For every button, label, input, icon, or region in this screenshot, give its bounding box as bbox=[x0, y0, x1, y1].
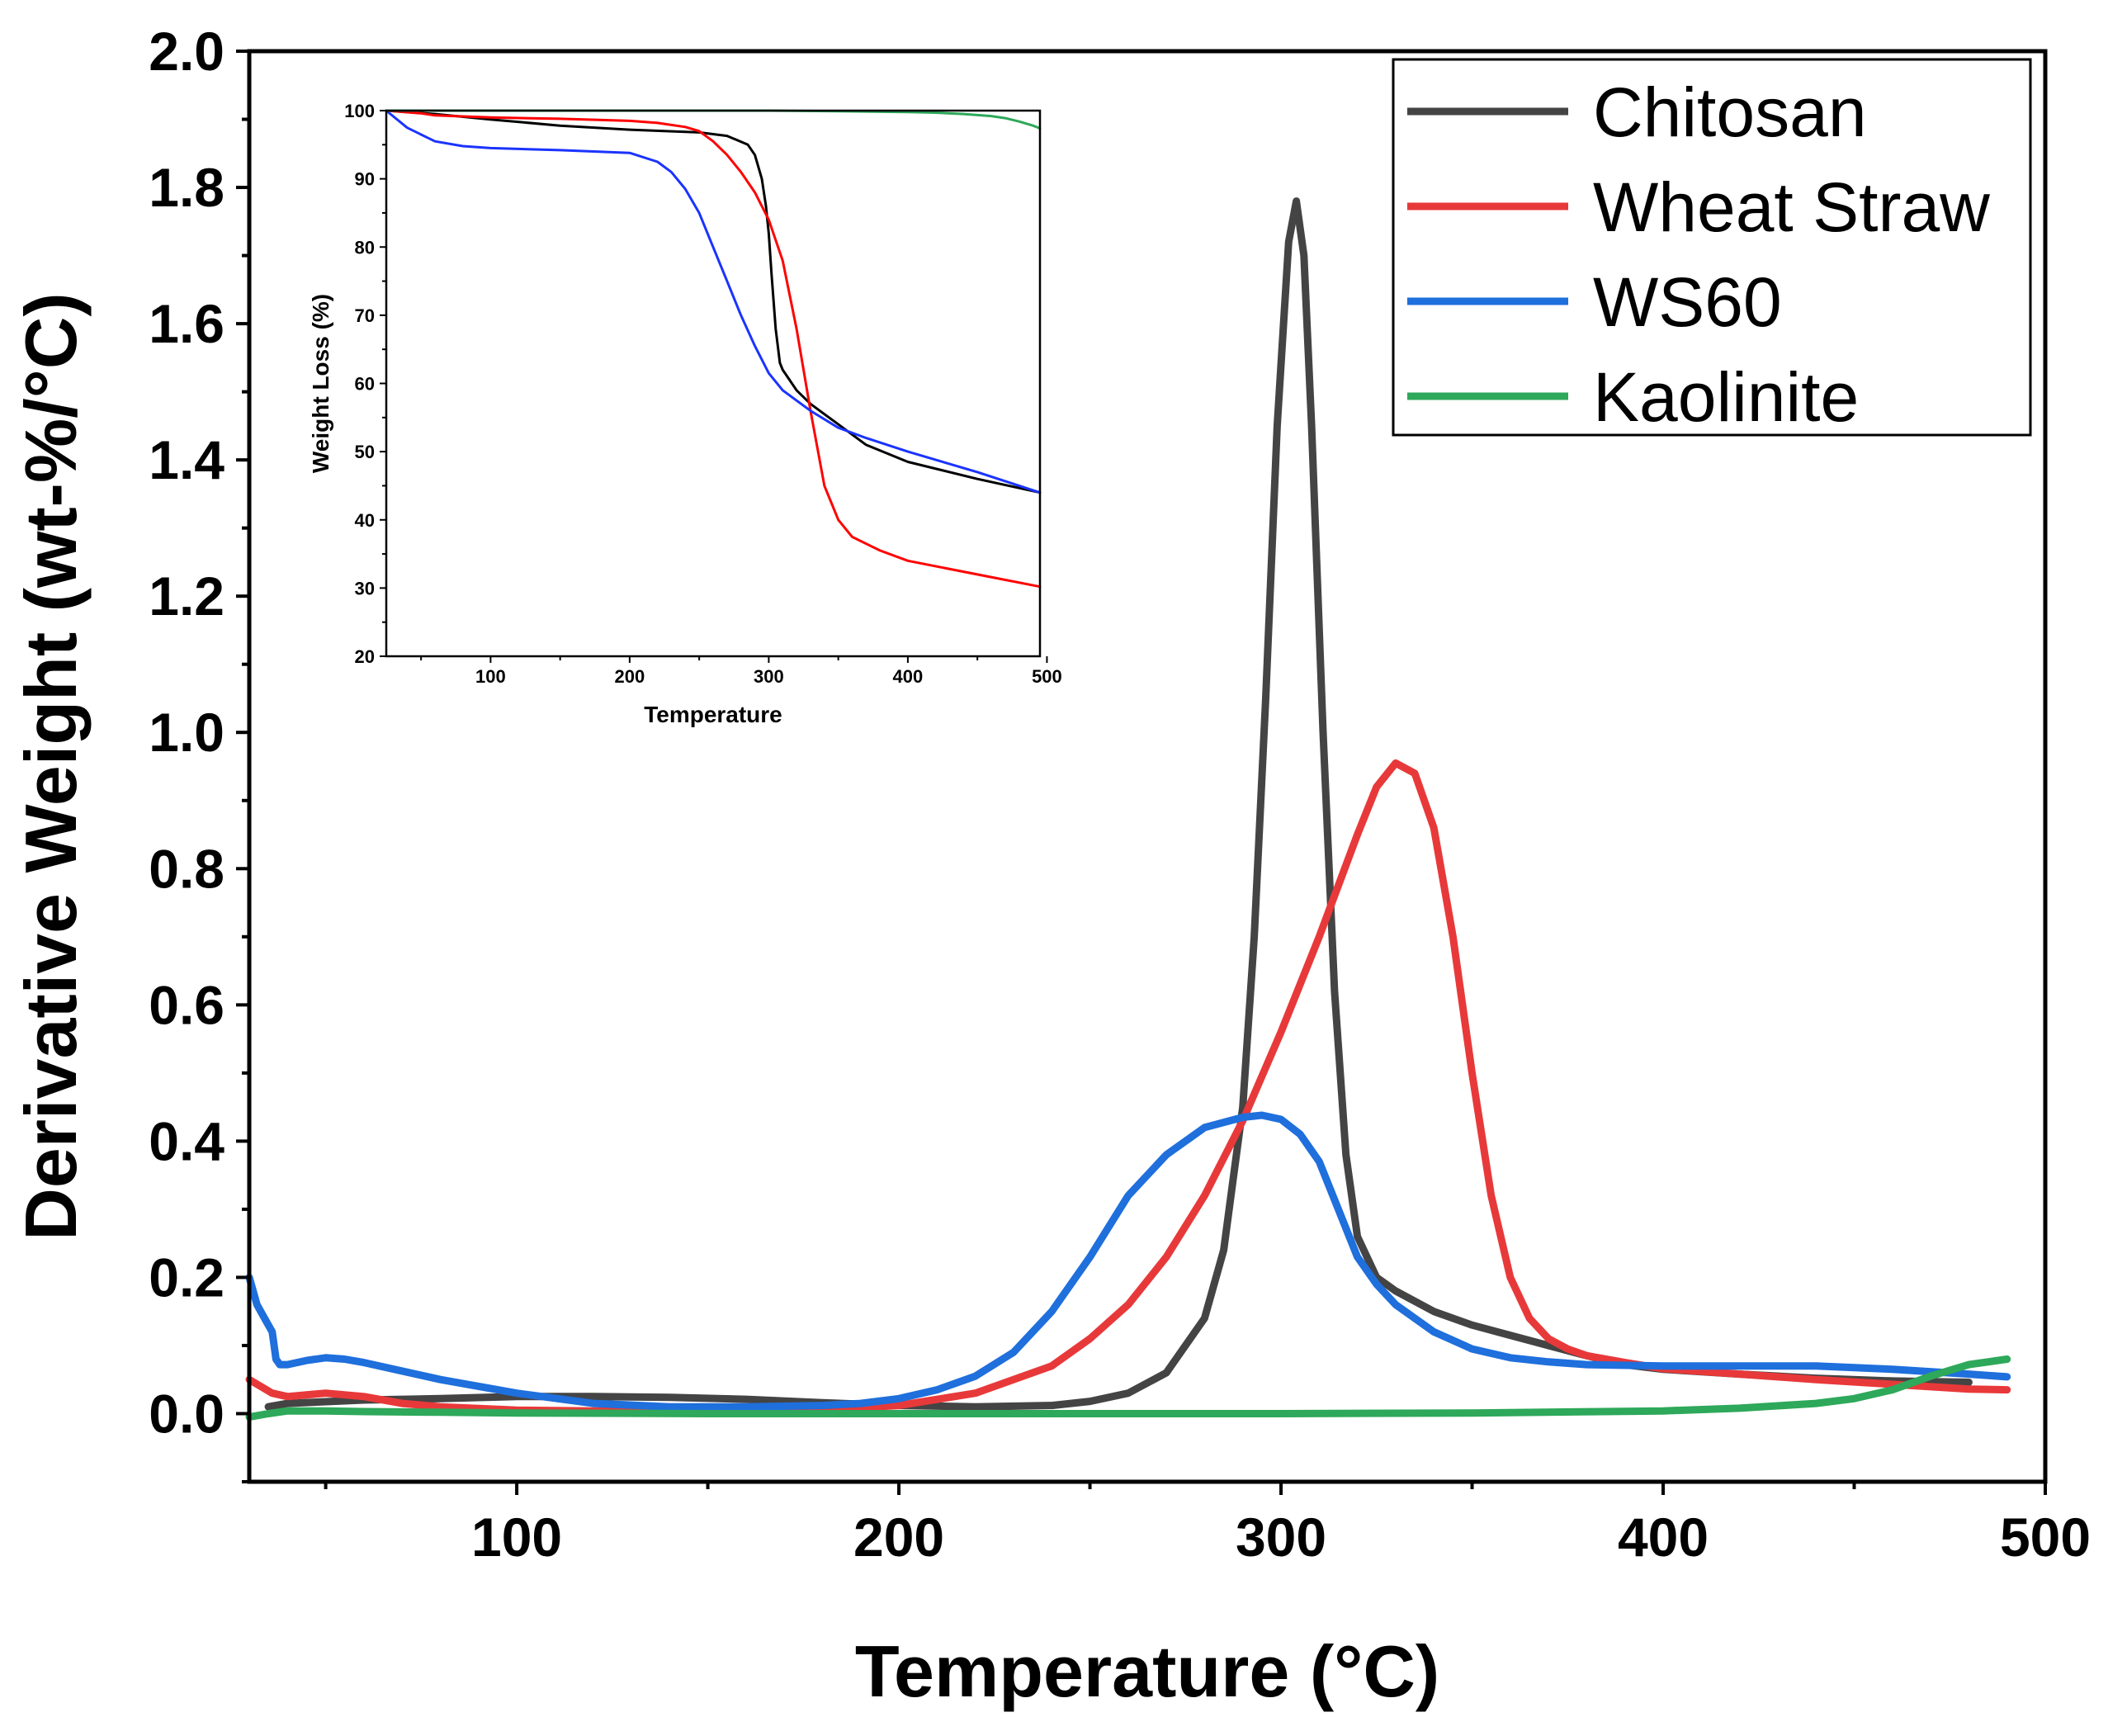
inset-curves bbox=[385, 109, 1042, 589]
main-y-tick-label: 1.6 bbox=[149, 293, 225, 354]
inset-y-tick-label: 80 bbox=[355, 237, 375, 258]
legend-item-ws60: WS60 bbox=[1407, 263, 1782, 341]
legend-item-kaolinite: Kaolinite bbox=[1407, 358, 1859, 436]
main-series-kaolinite bbox=[245, 1355, 2011, 1421]
main-y-tick-label: 0.0 bbox=[149, 1383, 225, 1444]
inset-y-axis-title: Weight Loss (%) bbox=[308, 294, 333, 473]
inset-plot-frame bbox=[385, 109, 1042, 658]
legend-label: WS60 bbox=[1593, 263, 1782, 341]
main-y-tick-label: 0.4 bbox=[149, 1110, 225, 1171]
legend-label: Chitosan bbox=[1593, 73, 1867, 151]
main-y-tick-label: 1.8 bbox=[149, 157, 225, 218]
inset-y-tick-label: 100 bbox=[344, 101, 375, 121]
inset-series-ws60 bbox=[385, 109, 1042, 494]
main-y-axis: 0.0 0.2 0.4 0.6 0.8 1.0 1.2 1.4 1.6 1.8 2.0 bbox=[149, 21, 249, 1483]
main-curves bbox=[245, 197, 2011, 1421]
inset-y-tick-label: 90 bbox=[355, 169, 375, 190]
main-y-tick-label: 2.0 bbox=[149, 21, 225, 82]
inset-x-axis: 100 200 300 400 500 bbox=[420, 656, 1062, 687]
inset-y-tick-label: 20 bbox=[355, 646, 375, 667]
legend-label: Kaolinite bbox=[1593, 358, 1859, 436]
legend-item-chitosan: Chitosan bbox=[1407, 73, 1867, 151]
main-x-axis: 100 200 300 400 500 bbox=[324, 1482, 2091, 1568]
inset-y-axis: 20 30 40 50 60 70 80 90 100 bbox=[344, 101, 386, 667]
inset-x-axis-title: Temperature bbox=[644, 702, 782, 727]
main-series-chitosan bbox=[264, 197, 1973, 1411]
main-x-tick-label: 300 bbox=[1236, 1507, 1326, 1568]
main-x-axis-title: Temperature (°C) bbox=[855, 1630, 1439, 1712]
main-y-tick-label: 1.0 bbox=[149, 702, 225, 763]
main-series-wheat-straw bbox=[245, 759, 2011, 1415]
main-plot-frame bbox=[247, 49, 2048, 1484]
inset-y-tick-label: 50 bbox=[355, 442, 375, 462]
inset-x-tick-label: 300 bbox=[754, 666, 784, 687]
main-y-tick-label: 1.4 bbox=[149, 429, 225, 490]
main-x-tick-label: 500 bbox=[2000, 1507, 2091, 1568]
main-series-ws60 bbox=[245, 1111, 2011, 1411]
legend-label: Wheat Straw bbox=[1593, 168, 1990, 246]
main-x-tick-label: 200 bbox=[853, 1507, 944, 1568]
inset-x-tick-label: 100 bbox=[475, 666, 506, 687]
legend-box bbox=[1392, 58, 2032, 437]
main-y-tick-label: 0.8 bbox=[149, 838, 225, 899]
inset-x-tick-label: 500 bbox=[1032, 666, 1062, 687]
main-x-tick-label: 400 bbox=[1618, 1507, 1709, 1568]
inset-y-tick-label: 60 bbox=[355, 374, 375, 395]
inset-y-tick-label: 40 bbox=[355, 510, 375, 531]
inset-x-tick-label: 200 bbox=[615, 666, 645, 687]
main-chart: 100 200 300 400 500 0.0 0.2 0.4 0.6 0.8 1.0 1.2 1.4… bbox=[10, 21, 2091, 1712]
inset-x-tick-label: 400 bbox=[893, 666, 924, 687]
legend-item-wheat-straw: Wheat Straw bbox=[1407, 168, 1990, 246]
main-y-tick-label: 0.6 bbox=[149, 974, 225, 1035]
main-y-axis-title: Derivative Weight (wt-%/°C) bbox=[10, 292, 92, 1240]
main-y-tick-label: 0.2 bbox=[149, 1246, 225, 1308]
inset-series-wheat-straw bbox=[385, 109, 1042, 589]
legend: Chitosan Wheat Straw WS60 Kaolinite bbox=[1392, 58, 2032, 437]
main-x-tick-label: 100 bbox=[471, 1507, 562, 1568]
inset-chart: 100 200 300 400 500 20 30 40 50 60 70 80 90 100 Temp… bbox=[308, 101, 1062, 727]
inset-series-chitosan bbox=[385, 109, 1042, 494]
inset-y-tick-label: 70 bbox=[355, 305, 375, 326]
main-y-tick-label: 1.2 bbox=[149, 565, 225, 627]
inset-y-tick-label: 30 bbox=[355, 578, 375, 598]
